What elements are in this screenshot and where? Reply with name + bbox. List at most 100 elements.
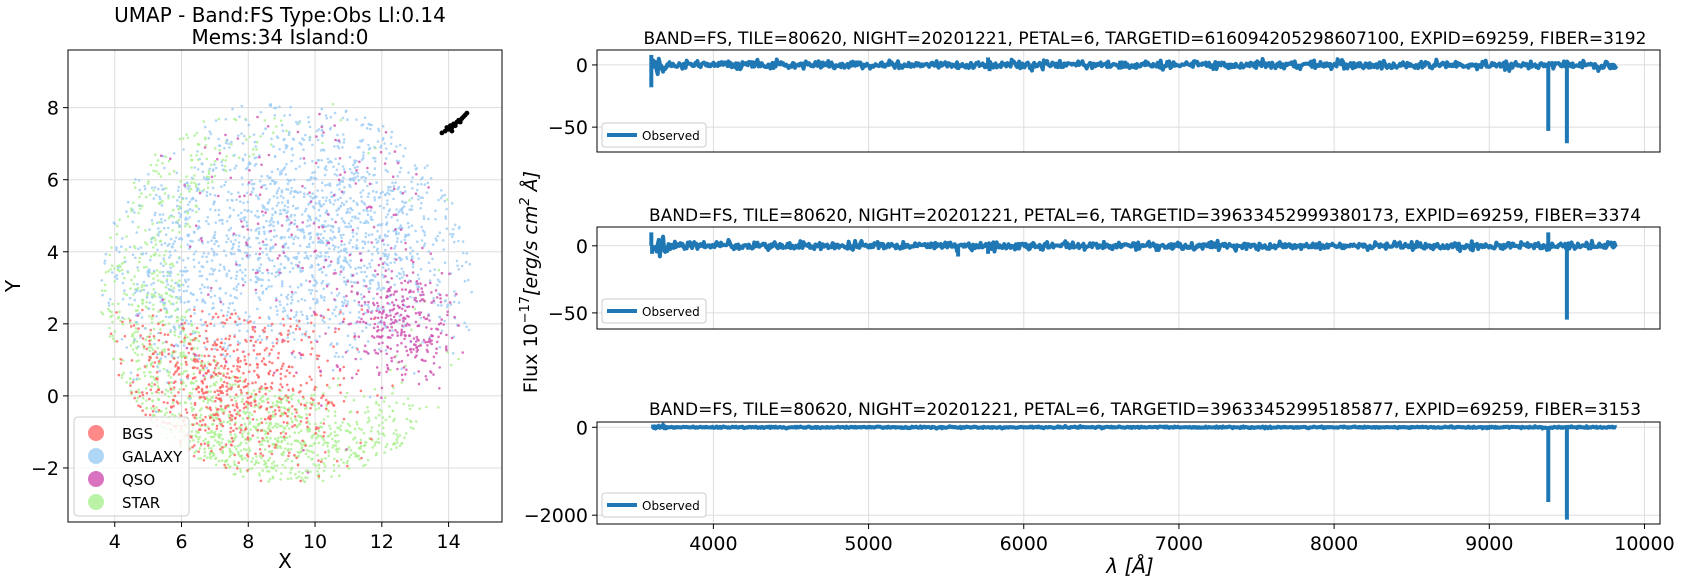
umap-point-galaxy <box>295 120 298 124</box>
umap-point-star <box>314 422 317 426</box>
umap-point-star <box>108 253 112 257</box>
umap-point-galaxy <box>416 183 420 186</box>
umap-point-star <box>221 158 225 162</box>
umap-point-star <box>172 169 176 173</box>
umap-point-galaxy <box>361 189 365 192</box>
umap-point-galaxy <box>273 114 277 117</box>
umap-point-qso <box>401 324 404 328</box>
umap-point-star <box>227 440 231 444</box>
umap-point-star <box>136 368 140 371</box>
umap-point-galaxy <box>382 206 386 210</box>
umap-point-star <box>305 476 309 480</box>
umap-point-galaxy <box>404 201 408 204</box>
umap-point-star <box>248 420 252 424</box>
umap-point-bgs <box>331 403 335 407</box>
umap-point-galaxy <box>337 292 341 295</box>
umap-point-star <box>290 443 293 446</box>
umap-point-galaxy <box>262 243 266 247</box>
umap-point-bgs <box>273 409 277 412</box>
umap-point-qso <box>401 295 405 298</box>
umap-point-bgs <box>141 391 144 394</box>
umap-point-galaxy <box>208 167 212 171</box>
umap-point-qso <box>319 369 322 373</box>
umap-point-galaxy <box>238 329 241 333</box>
umap-point-star <box>231 383 234 387</box>
umap-point-galaxy <box>307 242 311 246</box>
umap-point-bgs <box>137 327 140 330</box>
umap-point-bgs <box>281 385 284 389</box>
umap-point-star <box>249 428 252 431</box>
umap-point-star <box>207 446 211 450</box>
umap-point-star <box>242 430 246 433</box>
umap-point-galaxy <box>255 357 258 360</box>
umap-point-galaxy <box>317 165 320 169</box>
umap-point-qso <box>356 320 359 324</box>
umap-point-star <box>250 467 254 470</box>
umap-point-star <box>239 376 242 379</box>
umap-point-star <box>145 195 148 199</box>
umap-point-galaxy <box>397 185 401 189</box>
spectrum-1-legend-label: Observed <box>642 129 700 143</box>
umap-point-qso <box>376 304 380 308</box>
umap-point-bgs <box>324 407 328 411</box>
umap-point-star <box>279 435 283 439</box>
umap-point-galaxy <box>294 207 298 210</box>
umap-point-bgs <box>215 364 218 367</box>
umap-point-galaxy <box>451 235 454 239</box>
umap-point-galaxy <box>179 378 183 382</box>
umap-point-bgs <box>216 389 219 393</box>
umap-point-bgs <box>242 402 246 406</box>
umap-point-star <box>162 259 166 263</box>
umap-point-star <box>167 374 171 377</box>
umap-point-galaxy <box>258 241 261 245</box>
umap-point-bgs <box>254 399 257 403</box>
umap-point-galaxy <box>279 303 282 307</box>
umap-point-galaxy <box>338 180 342 184</box>
umap-point-galaxy <box>162 257 165 261</box>
umap-point-qso <box>301 221 305 224</box>
umap-point-galaxy <box>298 165 301 168</box>
umap-point-bgs <box>246 469 249 472</box>
umap-point-galaxy <box>330 217 334 221</box>
umap-point-galaxy <box>107 301 110 305</box>
umap-point-galaxy <box>209 132 213 136</box>
umap-point-star <box>118 310 121 314</box>
umap-point-bgs <box>148 342 152 346</box>
umap-point-galaxy <box>207 222 210 226</box>
umap-point-star <box>285 436 289 440</box>
umap-point-galaxy <box>166 274 169 278</box>
umap-point-bgs <box>310 378 313 381</box>
umap-point-star <box>214 463 218 467</box>
umap-point-star <box>257 424 260 428</box>
umap-point-star <box>347 445 351 449</box>
umap-point-bgs <box>282 421 286 424</box>
umap-point-star <box>236 444 240 448</box>
umap-point-star <box>327 409 330 413</box>
umap-point-star <box>158 270 162 274</box>
umap-point-galaxy <box>420 201 423 205</box>
umap-point-star <box>228 466 231 469</box>
umap-point-star <box>247 414 251 418</box>
umap-point-galaxy <box>375 249 379 252</box>
umap-point-qso <box>373 349 377 352</box>
umap-point-bgs <box>266 401 270 404</box>
spectrum-panel-3: BAND=FS, TILE=80620, NIGHT=20201221, PET… <box>524 400 1675 578</box>
umap-point-galaxy <box>403 235 407 239</box>
umap-point-bgs <box>173 394 177 398</box>
umap-point-bgs <box>172 373 176 376</box>
umap-point-galaxy <box>338 273 342 276</box>
spectrum-1-title: BAND=FS, TILE=80620, NIGHT=20201221, PET… <box>644 29 1647 49</box>
umap-point-galaxy <box>207 136 211 140</box>
umap-point-bgs <box>244 427 248 430</box>
umap-point-galaxy <box>386 255 390 259</box>
umap-point-galaxy <box>231 301 234 305</box>
umap-point-qso <box>350 290 353 293</box>
umap-point-star <box>177 208 180 211</box>
umap-point-galaxy <box>409 246 412 249</box>
umap-point-galaxy <box>235 270 239 274</box>
umap-point-galaxy <box>237 213 240 217</box>
umap-point-galaxy <box>229 226 233 230</box>
umap-point-qso <box>422 338 426 342</box>
umap-point-galaxy <box>355 159 358 163</box>
umap-point-galaxy <box>295 313 298 317</box>
